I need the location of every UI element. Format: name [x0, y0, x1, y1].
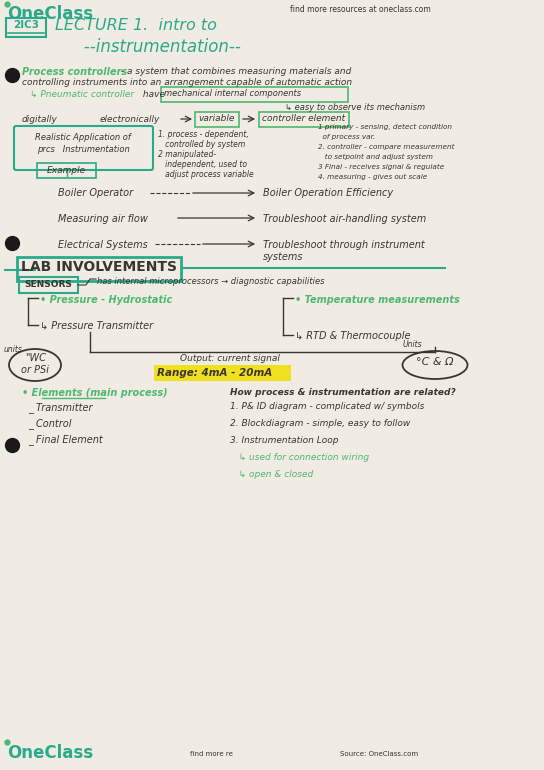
- Text: variable: variable: [198, 114, 234, 123]
- Text: of process var.: of process var.: [318, 134, 375, 140]
- Text: OneClass: OneClass: [7, 744, 93, 762]
- Text: 2IC3: 2IC3: [13, 20, 39, 30]
- Text: 4. measuring - gives out scale: 4. measuring - gives out scale: [318, 174, 427, 180]
- Text: • Temperature measurements: • Temperature measurements: [295, 295, 460, 305]
- Text: Example: Example: [46, 166, 85, 175]
- Text: LAB INVOLVEMENTS: LAB INVOLVEMENTS: [21, 260, 177, 274]
- Text: Range: 4mA - 20mA: Range: 4mA - 20mA: [157, 368, 272, 378]
- Text: ↳ Pneumatic controller: ↳ Pneumatic controller: [30, 90, 134, 99]
- Text: OneClass: OneClass: [7, 5, 93, 23]
- Text: independent, used to: independent, used to: [158, 160, 247, 169]
- Text: controlling instruments into an arrangement capable of automatic action: controlling instruments into an arrangem…: [22, 78, 352, 87]
- Text: °C & Ω: °C & Ω: [416, 357, 454, 367]
- Text: digitally: digitally: [22, 115, 58, 124]
- Text: • Pressure - Hydrostatic: • Pressure - Hydrostatic: [40, 295, 172, 305]
- Text: 2. controller - compare measurement: 2. controller - compare measurement: [318, 144, 454, 150]
- Text: ↳ easy to observe its mechanism: ↳ easy to observe its mechanism: [285, 103, 425, 112]
- Text: units: units: [4, 345, 23, 354]
- Text: --instrumentation--: --instrumentation--: [68, 38, 241, 56]
- Text: Source: OneClass.com: Source: OneClass.com: [340, 751, 418, 757]
- Text: Boiler Operator: Boiler Operator: [58, 188, 133, 198]
- Text: 1 primary - sensing, detect condition: 1 primary - sensing, detect condition: [318, 124, 452, 130]
- Text: Process controllers: Process controllers: [22, 67, 127, 77]
- Text: Electrical Systems: Electrical Systems: [58, 240, 148, 250]
- Text: ↳ open & closed: ↳ open & closed: [230, 470, 313, 479]
- Text: Boiler Operation Efficiency: Boiler Operation Efficiency: [263, 188, 393, 198]
- Text: LECTURE 1.  intro to: LECTURE 1. intro to: [55, 18, 217, 33]
- Text: mechanical internal components: mechanical internal components: [164, 89, 301, 98]
- Text: ↳ Pressure Transmitter: ↳ Pressure Transmitter: [40, 320, 153, 330]
- Text: 3. Instrumentation Loop: 3. Instrumentation Loop: [230, 436, 338, 445]
- Text: systems: systems: [263, 252, 304, 262]
- Text: find more resources at oneclass.com: find more resources at oneclass.com: [290, 5, 431, 14]
- Text: _ Final Element: _ Final Element: [28, 434, 103, 445]
- Text: electronically: electronically: [100, 115, 160, 124]
- Text: 3 Final - receives signal & regulate: 3 Final - receives signal & regulate: [318, 164, 444, 170]
- Text: Troubleshoot through instrument: Troubleshoot through instrument: [263, 240, 425, 250]
- Text: controlled by system: controlled by system: [158, 140, 245, 149]
- Text: to setpoint and adjust system: to setpoint and adjust system: [318, 154, 433, 160]
- Text: Realistic Application of: Realistic Application of: [35, 133, 131, 142]
- Text: adjust process variable: adjust process variable: [158, 170, 254, 179]
- Text: SENSORS: SENSORS: [24, 280, 72, 289]
- Text: have: have: [140, 90, 165, 99]
- Text: 2 manipulated-: 2 manipulated-: [158, 150, 216, 159]
- FancyBboxPatch shape: [154, 365, 291, 381]
- Text: _ Transmitter: _ Transmitter: [28, 402, 92, 413]
- Text: ↳ used for connection wiring: ↳ used for connection wiring: [230, 453, 369, 462]
- Text: has internal microprocessors → diagnostic capabilities: has internal microprocessors → diagnosti…: [97, 277, 325, 286]
- Text: - a system that combines measuring materials and: - a system that combines measuring mater…: [118, 67, 351, 76]
- Text: Output: current signal: Output: current signal: [180, 354, 280, 363]
- Text: ↳ RTD & Thermocouple: ↳ RTD & Thermocouple: [295, 331, 411, 341]
- Text: Units: Units: [403, 340, 423, 349]
- Text: 1. P& ID diagram - complicated w/ symbols: 1. P& ID diagram - complicated w/ symbol…: [230, 402, 424, 411]
- Text: 1. process - dependent,: 1. process - dependent,: [158, 130, 249, 139]
- Text: find more re: find more re: [190, 751, 233, 757]
- Text: Measuring air flow: Measuring air flow: [58, 214, 148, 224]
- Text: prcs   Instrumentation: prcs Instrumentation: [36, 145, 129, 154]
- Text: _ Control: _ Control: [28, 418, 71, 429]
- Text: controller element: controller element: [262, 114, 345, 123]
- Text: "WC
or PSi: "WC or PSi: [21, 353, 49, 374]
- Text: How process & instrumentation are related?: How process & instrumentation are relate…: [230, 388, 456, 397]
- Text: 2. Blockdiagram - simple, easy to follow: 2. Blockdiagram - simple, easy to follow: [230, 419, 410, 428]
- Text: • Elements (main process): • Elements (main process): [22, 388, 168, 398]
- Text: Troubleshoot air-handling system: Troubleshoot air-handling system: [263, 214, 426, 224]
